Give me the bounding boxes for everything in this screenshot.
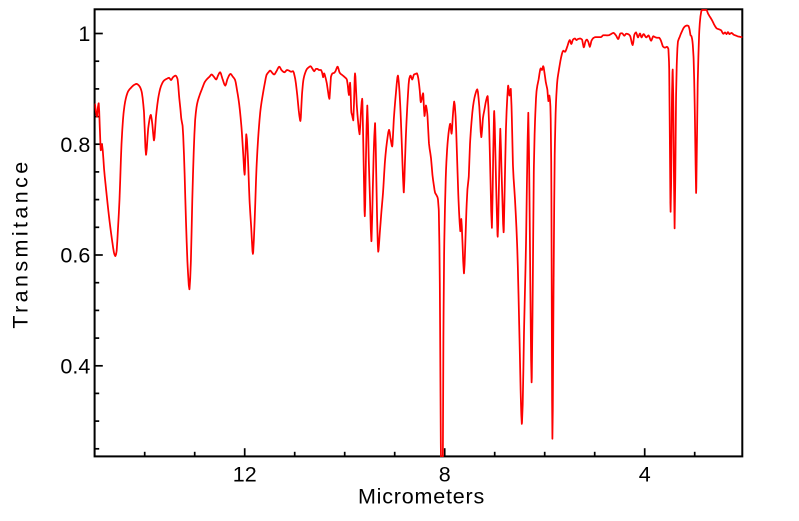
svg-text:1: 1 (78, 22, 90, 46)
svg-text:Micrometers: Micrometers (358, 485, 485, 509)
svg-text:0.8: 0.8 (60, 133, 90, 157)
svg-text:0.4: 0.4 (60, 354, 90, 378)
svg-text:8: 8 (439, 462, 451, 486)
svg-text:4: 4 (639, 462, 651, 486)
svg-text:0.6: 0.6 (60, 244, 90, 268)
svg-text:Transmitance: Transmitance (8, 158, 32, 328)
svg-text:12: 12 (233, 462, 257, 486)
